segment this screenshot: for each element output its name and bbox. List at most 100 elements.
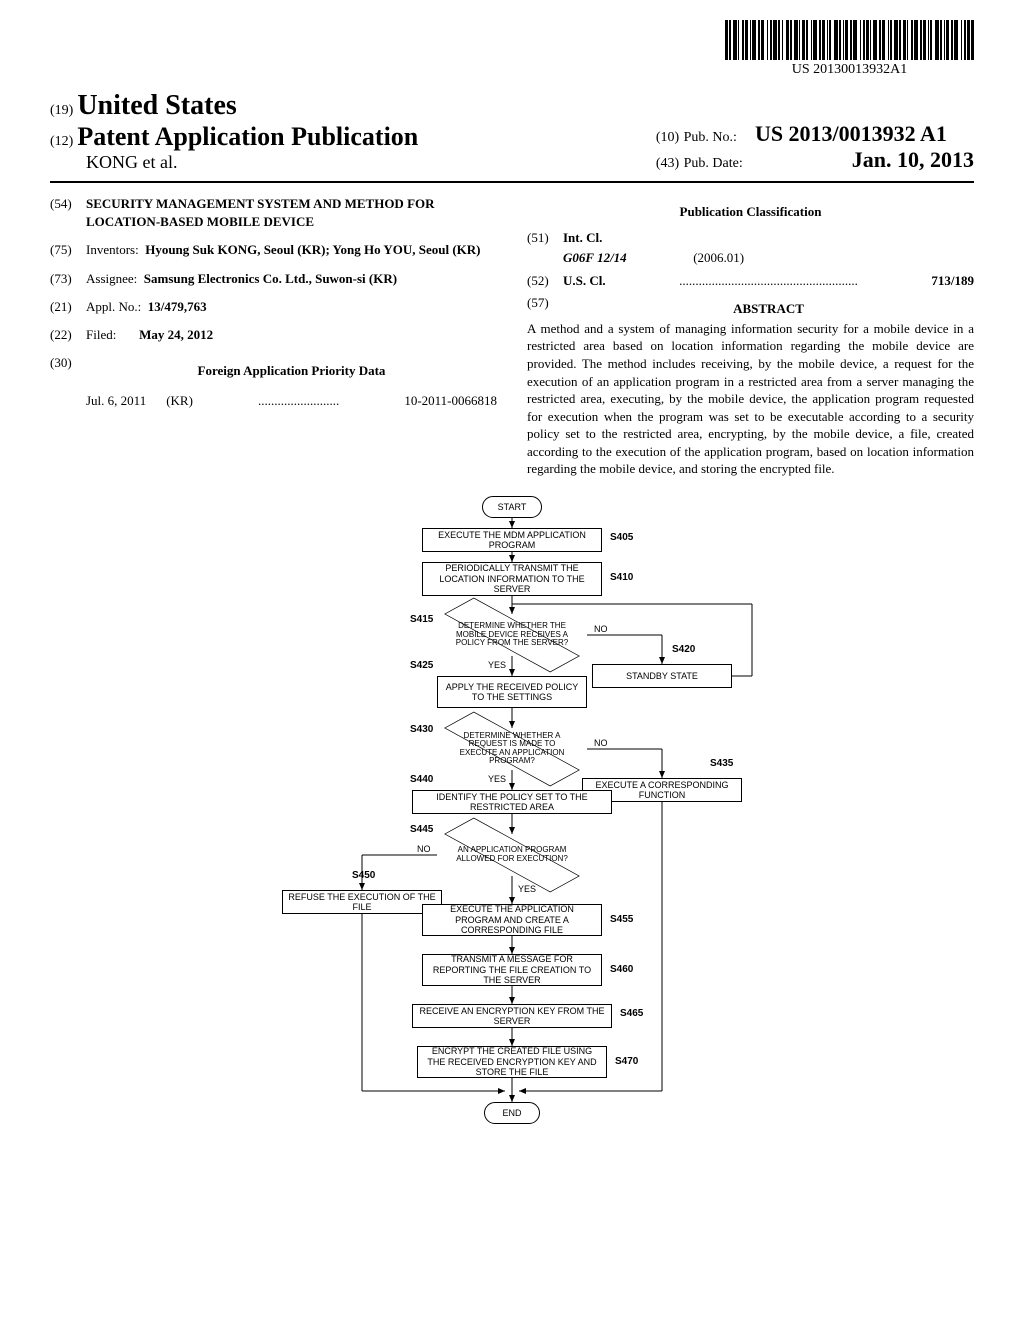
abstract-text: A method and a system of managing inform… — [527, 320, 974, 478]
s430-yes: YES — [488, 774, 506, 784]
inventors-code: (75) — [50, 241, 86, 259]
flowchart-s465: RECEIVE AN ENCRYPTION KEY FROM THE SERVE… — [412, 1004, 612, 1028]
s425-text: APPLY THE RECEIVED POLICY TO THE SETTING… — [442, 682, 582, 703]
abstract-heading: ABSTRACT — [563, 300, 974, 318]
s405-label: S405 — [610, 532, 633, 543]
s450-text: REFUSE THE EXECUTION OF THE FILE — [287, 892, 437, 913]
s415-no: NO — [594, 624, 608, 634]
s465-label: S465 — [620, 1008, 643, 1019]
flowchart-s460: TRANSMIT A MESSAGE FOR REPORTING THE FIL… — [422, 954, 602, 986]
s440-text: IDENTIFY THE POLICY SET TO THE RESTRICTE… — [417, 792, 607, 813]
s420-text: STANDBY STATE — [626, 671, 698, 681]
flowchart-end: END — [484, 1102, 540, 1124]
priority-date: Jul. 6, 2011 — [86, 392, 146, 410]
invention-title: SECURITY MANAGEMENT SYSTEM AND METHOD FO… — [86, 195, 497, 231]
s410-text: PERIODICALLY TRANSMIT THE LOCATION INFOR… — [427, 563, 597, 594]
assignee-code: (73) — [50, 270, 86, 288]
uscl-no: 713/189 — [931, 272, 974, 290]
country-code: (19) — [50, 103, 73, 118]
s430-label: S430 — [410, 724, 433, 735]
filed-label: Filed: — [86, 327, 116, 342]
s445-no: NO — [417, 844, 431, 854]
priority-no: 10-2011-0066818 — [404, 392, 497, 410]
appl-code: (21) — [50, 298, 86, 316]
authors-line: KONG et al. — [86, 152, 177, 172]
s430-text: DETERMINE WHETHER A REQUEST IS MADE TO E… — [437, 732, 587, 766]
start-label: START — [498, 502, 527, 512]
flowchart-s450: REFUSE THE EXECUTION OF THE FILE — [282, 890, 442, 914]
left-column: (54) SECURITY MANAGEMENT SYSTEM AND METH… — [50, 195, 497, 478]
s455-label: S455 — [610, 914, 633, 925]
pub-date: Jan. 10, 2013 — [852, 147, 974, 172]
patent-header: (19) United States (12) Patent Applicati… — [50, 90, 974, 173]
s415-text: DETERMINE WHETHER THE MOBILE DEVICE RECE… — [437, 622, 587, 647]
s405-text: EXECUTE THE MDM APPLICATION PROGRAM — [427, 530, 597, 551]
s465-text: RECEIVE AN ENCRYPTION KEY FROM THE SERVE… — [417, 1006, 607, 1027]
flowchart-start: START — [482, 496, 542, 518]
right-column: Publication Classification (51) Int. Cl.… — [527, 195, 974, 478]
pub-type: Patent Application Publication — [77, 122, 418, 151]
inventors-label: Inventors: — [86, 242, 139, 257]
flowchart-s470: ENCRYPT THE CREATED FILE USING THE RECEI… — [417, 1046, 607, 1078]
s410-label: S410 — [610, 572, 633, 583]
uscl-dots: ........................................… — [606, 272, 932, 290]
s430-no: NO — [594, 738, 608, 748]
s420-label: S420 — [672, 644, 695, 655]
flowchart-s430: DETERMINE WHETHER A REQUEST IS MADE TO E… — [437, 728, 587, 770]
s470-text: ENCRYPT THE CREATED FILE USING THE RECEI… — [422, 1046, 602, 1077]
s460-label: S460 — [610, 964, 633, 975]
end-label: END — [502, 1108, 521, 1118]
pub-no-label: Pub. No.: — [684, 130, 737, 145]
intcl-class: G06F 12/14 — [563, 250, 627, 265]
s415-label: S415 — [410, 614, 433, 625]
flowchart-s440: IDENTIFY THE POLICY SET TO THE RESTRICTE… — [412, 790, 612, 814]
priority-heading: Foreign Application Priority Data — [86, 362, 497, 380]
intcl-year: (2006.01) — [693, 250, 744, 265]
pub-type-code: (12) — [50, 134, 73, 149]
filed-code: (22) — [50, 326, 86, 344]
s425-label: S425 — [410, 660, 433, 671]
assignee-label: Assignee: — [86, 271, 137, 286]
intcl-label: Int. Cl. — [563, 229, 974, 247]
appl-label: Appl. No.: — [86, 299, 141, 314]
inventors: Hyoung Suk KONG, Seoul (KR); Yong Ho YOU… — [145, 242, 480, 257]
assignee: Samsung Electronics Co. Ltd., Suwon-si (… — [144, 271, 397, 286]
pub-class-heading: Publication Classification — [527, 203, 974, 221]
pub-date-label: Pub. Date: — [684, 156, 743, 171]
flowchart-s405: EXECUTE THE MDM APPLICATION PROGRAM — [422, 528, 602, 552]
priority-code: (30) — [50, 354, 86, 388]
s415-yes: YES — [488, 660, 506, 670]
s445-text: AN APPLICATION PROGRAM ALLOWED FOR EXECU… — [437, 846, 587, 863]
flowchart-s420: STANDBY STATE — [592, 664, 732, 688]
pub-no: US 2013/0013932 A1 — [755, 121, 947, 146]
appl-no: 13/479,763 — [148, 299, 207, 314]
s440-label: S440 — [410, 774, 433, 785]
flowchart-s445: AN APPLICATION PROGRAM ALLOWED FOR EXECU… — [437, 834, 587, 876]
flowchart-s410: PERIODICALLY TRANSMIT THE LOCATION INFOR… — [422, 562, 602, 596]
s470-label: S470 — [615, 1056, 638, 1067]
s450-label: S450 — [352, 870, 375, 881]
s445-label: S445 — [410, 824, 433, 835]
pub-no-code: (10) — [656, 130, 679, 145]
biblio-columns: (54) SECURITY MANAGEMENT SYSTEM AND METH… — [50, 195, 974, 478]
priority-country: (KR) — [166, 392, 193, 410]
intcl-code: (51) — [527, 229, 563, 247]
s460-text: TRANSMIT A MESSAGE FOR REPORTING THE FIL… — [427, 954, 597, 985]
uscl-label: U.S. Cl. — [563, 272, 606, 290]
flowchart-s415: DETERMINE WHETHER THE MOBILE DEVICE RECE… — [437, 614, 587, 656]
uscl-code: (52) — [527, 272, 563, 290]
barcode-block: US 20130013932A1 — [725, 20, 974, 78]
s435-label: S435 — [710, 758, 733, 769]
abstract-code: (57) — [527, 294, 563, 318]
s455-text: EXECUTE THE APPLICATION PROGRAM AND CREA… — [427, 904, 597, 935]
flowchart-s425: APPLY THE RECEIVED POLICY TO THE SETTING… — [437, 676, 587, 708]
barcode-graphic — [725, 20, 974, 60]
header-divider — [50, 181, 974, 183]
pub-date-code: (43) — [656, 156, 679, 171]
flowchart-s455: EXECUTE THE APPLICATION PROGRAM AND CREA… — [422, 904, 602, 936]
filed-date: May 24, 2012 — [139, 327, 213, 342]
s445-yes: YES — [518, 884, 536, 894]
priority-dots: ......................... — [193, 392, 404, 410]
title-code: (54) — [50, 195, 86, 231]
barcode-text: US 20130013932A1 — [725, 62, 974, 78]
